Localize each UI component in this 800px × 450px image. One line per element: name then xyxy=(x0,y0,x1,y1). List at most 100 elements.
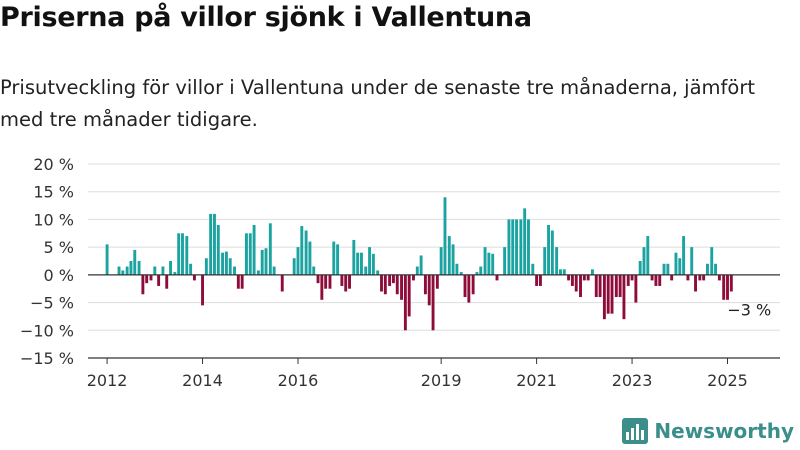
bar xyxy=(674,252,678,275)
x-tick-label: 2021 xyxy=(516,371,557,390)
y-tick-label: −10 % xyxy=(20,321,74,340)
bar xyxy=(252,224,256,275)
y-tick-label: 0 % xyxy=(44,266,74,285)
bar xyxy=(729,274,733,292)
bar xyxy=(213,213,216,275)
bar xyxy=(233,266,236,275)
bar xyxy=(105,244,109,275)
y-tick-label: 20 % xyxy=(33,155,74,174)
x-tick-label: 2012 xyxy=(87,371,128,390)
bar xyxy=(431,274,435,331)
bar xyxy=(133,249,137,275)
bar xyxy=(535,274,539,286)
bar xyxy=(236,274,240,289)
bar xyxy=(666,263,670,275)
bar xyxy=(630,274,634,281)
bar xyxy=(380,274,383,292)
bar xyxy=(483,247,487,275)
bar xyxy=(515,219,519,275)
bar xyxy=(228,258,232,275)
bar xyxy=(626,274,630,286)
bar xyxy=(388,274,392,286)
bar xyxy=(646,236,650,275)
bar xyxy=(137,261,141,275)
bar xyxy=(467,274,471,303)
newsworthy-logo: Newsworthy xyxy=(622,418,794,444)
bar xyxy=(503,247,507,275)
bar xyxy=(371,253,375,275)
bar xyxy=(145,274,149,284)
bar xyxy=(678,258,682,275)
bar xyxy=(336,244,340,275)
bar xyxy=(682,236,686,275)
bar xyxy=(586,274,590,281)
bar xyxy=(622,274,626,320)
bar xyxy=(491,253,495,275)
bar xyxy=(177,233,181,275)
bar xyxy=(292,258,296,275)
bar xyxy=(419,255,423,275)
bar xyxy=(192,274,196,281)
bar xyxy=(320,274,324,300)
bar xyxy=(670,274,674,281)
bar xyxy=(567,274,571,281)
bar xyxy=(260,249,264,275)
bar xyxy=(610,274,614,314)
bar xyxy=(316,274,320,284)
bar xyxy=(216,224,220,275)
bar xyxy=(423,274,427,295)
chart-subtitle: Prisutveckling för villor i Vallentuna u… xyxy=(0,76,755,131)
x-tick-label: 2014 xyxy=(182,371,223,390)
bar xyxy=(455,263,459,275)
bar xyxy=(706,263,709,275)
bar xyxy=(726,274,729,300)
bar xyxy=(340,274,344,286)
bar xyxy=(710,247,714,275)
newsworthy-icon xyxy=(622,418,649,444)
bar xyxy=(590,269,594,275)
bar xyxy=(324,274,328,289)
bar xyxy=(547,224,550,275)
bar xyxy=(360,252,363,275)
bar xyxy=(308,241,312,275)
bar xyxy=(475,272,479,275)
bar xyxy=(121,270,125,275)
bar xyxy=(658,274,662,286)
bar xyxy=(224,251,228,275)
bar xyxy=(690,247,694,275)
bar xyxy=(717,274,721,281)
bar xyxy=(507,219,511,275)
bar xyxy=(209,213,213,275)
last-value-label: −3 % xyxy=(727,300,771,319)
bar xyxy=(642,247,646,275)
bar xyxy=(356,252,360,275)
bar xyxy=(201,274,204,306)
y-tick-label: 5 % xyxy=(44,238,74,257)
bar xyxy=(574,274,578,292)
bar xyxy=(471,274,475,295)
bar xyxy=(280,274,284,292)
bar xyxy=(519,219,523,275)
bar xyxy=(698,274,702,281)
bar xyxy=(153,266,157,275)
bar xyxy=(447,236,451,275)
bar xyxy=(391,274,395,284)
bar xyxy=(169,261,173,275)
bar xyxy=(368,247,372,275)
bar xyxy=(427,274,431,306)
bar xyxy=(129,261,133,275)
bar xyxy=(654,274,658,286)
bar xyxy=(221,252,225,275)
bar xyxy=(531,263,535,275)
bar xyxy=(376,270,380,275)
bar xyxy=(439,247,443,275)
y-tick-label: 15 % xyxy=(33,183,74,202)
bar xyxy=(141,274,145,295)
bar xyxy=(555,247,559,275)
bar xyxy=(204,258,208,275)
bar xyxy=(702,274,706,281)
y-tick-label: −15 % xyxy=(20,349,74,368)
bar xyxy=(395,274,399,295)
y-tick-label: −5 % xyxy=(30,294,74,313)
